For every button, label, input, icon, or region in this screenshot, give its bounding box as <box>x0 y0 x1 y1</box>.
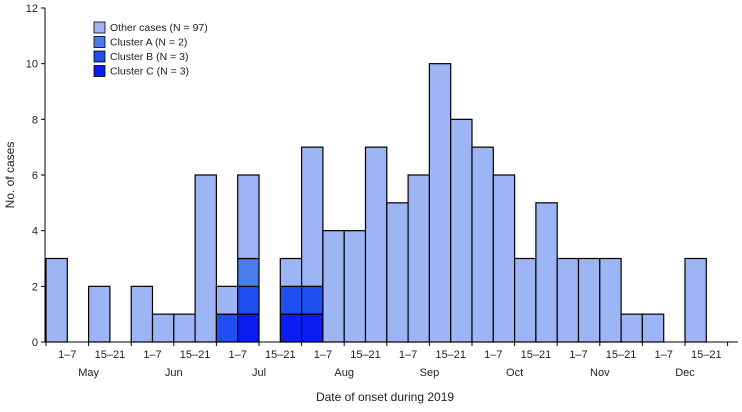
x-tick-label: 15–21 <box>180 349 211 361</box>
bar-segment <box>492 174 516 343</box>
bar-segment <box>364 146 388 343</box>
legend-label: Cluster A (N = 2) <box>110 37 187 49</box>
x-tick-label: 1–7 <box>655 349 673 361</box>
bar-segment <box>194 174 218 343</box>
legend-swatch <box>93 36 106 48</box>
y-tick-label: 0 <box>32 337 38 349</box>
bar-segment <box>641 313 665 343</box>
bar-segment <box>215 313 239 343</box>
x-tick-label: 15–21 <box>521 349 552 361</box>
month-label: Sep <box>420 367 440 379</box>
y-tick-label: 4 <box>32 226 38 238</box>
bar-segment <box>45 257 68 343</box>
x-tick-label: 1–7 <box>484 349 502 361</box>
x-tick-label: 15–21 <box>95 349 126 361</box>
month-label: Jun <box>165 367 183 379</box>
x-tick-label: 1–7 <box>143 349 161 361</box>
x-tick-label: 1–7 <box>569 349 587 361</box>
x-tick-label: 15–21 <box>435 349 466 361</box>
y-tick-label: 8 <box>32 114 38 126</box>
y-tick-label: 2 <box>32 281 38 293</box>
y-tick-label: 10 <box>26 59 38 71</box>
month-label: Jul <box>252 367 266 379</box>
bar-segment <box>130 285 154 343</box>
month-label: Aug <box>334 367 354 379</box>
bar-segment <box>279 257 303 287</box>
x-tick-label: 15–21 <box>265 349 296 361</box>
bar-segment <box>301 285 324 315</box>
bar-segment <box>386 202 409 343</box>
bar-segment <box>577 257 601 343</box>
x-tick-label: 1–7 <box>399 349 417 361</box>
month-label: Dec <box>675 367 695 379</box>
bar-segment <box>535 202 558 343</box>
bar-segment <box>684 257 707 343</box>
bar-segment <box>237 313 260 343</box>
bar-segment <box>279 313 303 343</box>
bar-segment <box>279 285 303 315</box>
bar-segment <box>450 118 473 343</box>
x-tick-label: 15–21 <box>606 349 637 361</box>
x-tick-label: 15–21 <box>350 349 381 361</box>
bar-segment <box>471 146 494 343</box>
x-axis-title: Date of onset during 2019 <box>316 390 454 404</box>
month-label: Oct <box>506 367 523 379</box>
bar-segment <box>322 230 345 343</box>
y-tick-label: 12 <box>26 3 38 15</box>
x-tick-label: 1–7 <box>229 349 247 361</box>
legend-swatch <box>93 21 106 34</box>
bar-segment <box>301 146 324 287</box>
bar-segment <box>237 174 260 260</box>
bar-segment <box>87 285 111 343</box>
x-tick-label: 1–7 <box>314 349 332 361</box>
bar-segment <box>151 313 175 343</box>
legend-label: Cluster B (N = 3) <box>110 51 188 63</box>
month-label: Nov <box>590 367 610 379</box>
bar-segment <box>513 257 537 343</box>
bar-segment <box>301 313 324 343</box>
bar-segment <box>407 174 431 343</box>
x-tick-label: 1–7 <box>58 349 76 361</box>
bar-segment <box>428 63 452 343</box>
bar-segment <box>173 313 196 343</box>
legend-label: Cluster C (N = 3) <box>110 66 189 78</box>
bar-segment <box>599 257 622 343</box>
bar-segment <box>215 285 239 315</box>
legend-swatch <box>93 50 106 63</box>
bar-segment <box>237 257 260 287</box>
legend-swatch <box>93 65 106 77</box>
legend-label: Other cases (N = 97) <box>110 22 208 34</box>
y-axis-title: No. of cases <box>3 142 17 209</box>
bar-segment <box>556 257 580 343</box>
bar-segment <box>237 285 260 315</box>
y-tick-label: 6 <box>32 170 38 182</box>
bar-segment <box>343 230 367 343</box>
bar-segment <box>620 313 643 343</box>
month-label: May <box>78 367 99 379</box>
x-tick-label: 15–21 <box>691 349 722 361</box>
